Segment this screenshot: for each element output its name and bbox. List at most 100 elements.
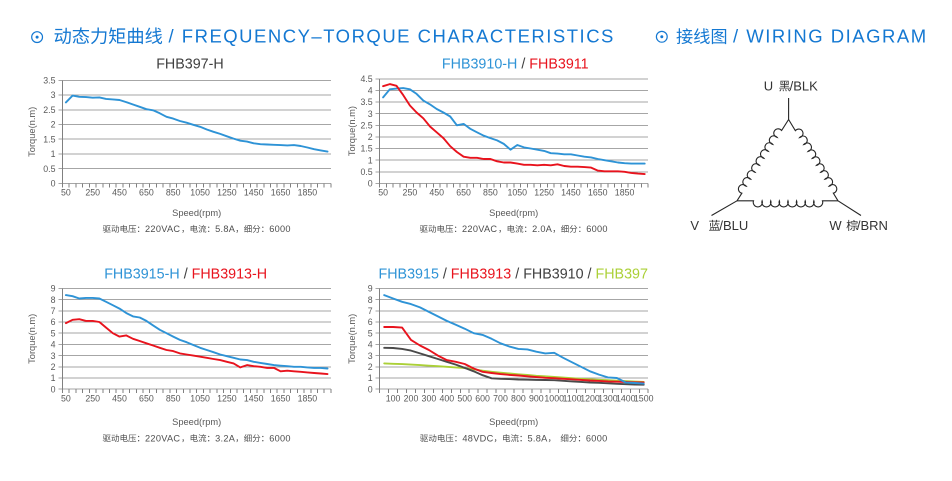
svg-text:220VAC: 220VAC xyxy=(462,224,497,234)
svg-text:800: 800 xyxy=(511,393,526,403)
svg-text:3.2A: 3.2A xyxy=(215,433,236,443)
svg-text:0.5: 0.5 xyxy=(360,167,372,177)
svg-text:1050: 1050 xyxy=(508,188,528,198)
svg-text:3: 3 xyxy=(51,351,56,361)
svg-text:700: 700 xyxy=(493,393,508,403)
svg-text:Torque(n.m): Torque(n.m) xyxy=(347,106,357,156)
svg-text:100: 100 xyxy=(386,393,401,403)
svg-text:FHB3915-H: FHB3915-H xyxy=(104,266,180,282)
svg-text:0.5: 0.5 xyxy=(43,164,55,174)
svg-text:850: 850 xyxy=(166,188,181,198)
svg-text:850: 850 xyxy=(483,188,498,198)
svg-text:2.5: 2.5 xyxy=(43,105,55,115)
svg-text:3: 3 xyxy=(368,109,373,119)
svg-text:V: V xyxy=(690,218,699,233)
svg-text:9: 9 xyxy=(368,284,373,294)
svg-text:8: 8 xyxy=(368,295,373,305)
svg-text:4: 4 xyxy=(368,86,373,96)
svg-text:Torque(n.m): Torque(n.m) xyxy=(347,314,357,364)
svg-text:/ FREQUENCY–TORQUE CHARACTERIS: / FREQUENCY–TORQUE CHARACTERISTICS xyxy=(169,26,615,47)
svg-text:1250: 1250 xyxy=(534,188,554,198)
svg-text:/: / xyxy=(521,57,525,73)
svg-text:250: 250 xyxy=(85,188,100,198)
svg-text:0: 0 xyxy=(368,179,373,189)
svg-text:1850: 1850 xyxy=(615,188,635,198)
svg-text:1000: 1000 xyxy=(544,393,564,403)
svg-text:220VAC: 220VAC xyxy=(145,224,180,234)
svg-text:1400: 1400 xyxy=(616,393,636,403)
svg-text:FHB3913: FHB3913 xyxy=(451,266,511,282)
svg-text:4: 4 xyxy=(368,340,373,350)
svg-text:Speed(rpm): Speed(rpm) xyxy=(172,417,221,427)
svg-text:1: 1 xyxy=(51,373,56,383)
svg-text:250: 250 xyxy=(403,188,418,198)
svg-text:6: 6 xyxy=(368,317,373,327)
svg-text:/BLU: /BLU xyxy=(719,218,748,233)
svg-text:3: 3 xyxy=(51,90,56,100)
svg-text:9: 9 xyxy=(51,284,56,294)
svg-text:7: 7 xyxy=(51,306,56,316)
svg-text:300: 300 xyxy=(422,393,437,403)
svg-text:Torque(n.m): Torque(n.m) xyxy=(27,314,37,364)
svg-text:1.5: 1.5 xyxy=(360,144,372,154)
svg-text:2: 2 xyxy=(51,362,56,372)
svg-text:2: 2 xyxy=(51,120,56,130)
svg-text:650: 650 xyxy=(139,393,154,403)
svg-text:/: / xyxy=(515,266,519,282)
svg-text:1850: 1850 xyxy=(298,393,318,403)
svg-text:1450: 1450 xyxy=(244,393,264,403)
svg-text:1650: 1650 xyxy=(271,393,291,403)
svg-text:1650: 1650 xyxy=(588,188,608,198)
svg-text:3.5: 3.5 xyxy=(360,97,372,107)
svg-text:7: 7 xyxy=(368,306,373,316)
svg-text:6000: 6000 xyxy=(586,224,608,234)
svg-text:50: 50 xyxy=(61,188,71,198)
svg-text:1250: 1250 xyxy=(217,188,237,198)
svg-text:/: / xyxy=(184,266,188,282)
svg-text:220VAC: 220VAC xyxy=(145,433,180,443)
svg-text:500: 500 xyxy=(457,393,472,403)
svg-text:/ WIRING DIAGRAM: / WIRING DIAGRAM xyxy=(733,26,928,47)
svg-text:5.8A: 5.8A xyxy=(215,224,236,234)
svg-text:/: / xyxy=(588,266,592,282)
svg-text:400: 400 xyxy=(439,393,454,403)
svg-text:W: W xyxy=(829,218,842,233)
svg-text:1: 1 xyxy=(51,149,56,159)
svg-text:U: U xyxy=(764,78,773,93)
svg-text:8: 8 xyxy=(51,295,56,305)
svg-text:1050: 1050 xyxy=(190,393,210,403)
svg-text:5: 5 xyxy=(368,328,373,338)
svg-text:2.5: 2.5 xyxy=(360,121,372,131)
svg-text:6000: 6000 xyxy=(269,224,291,234)
svg-text:FHB3915: FHB3915 xyxy=(379,266,439,282)
svg-text:Speed(rpm): Speed(rpm) xyxy=(489,208,538,218)
svg-text:450: 450 xyxy=(429,188,444,198)
svg-text:4: 4 xyxy=(51,340,56,350)
svg-text:Torque(n.m): Torque(n.m) xyxy=(27,107,37,157)
svg-text:6000: 6000 xyxy=(269,433,291,443)
svg-text:1200: 1200 xyxy=(580,393,600,403)
svg-text:5: 5 xyxy=(51,328,56,338)
svg-text:0: 0 xyxy=(368,384,373,394)
svg-text:Speed(rpm): Speed(rpm) xyxy=(172,208,221,218)
svg-text:48VDC: 48VDC xyxy=(462,433,493,443)
svg-text:FHB3913-H: FHB3913-H xyxy=(192,266,268,282)
svg-text:2: 2 xyxy=(368,362,373,372)
svg-text:1100: 1100 xyxy=(563,393,582,403)
svg-text:1450: 1450 xyxy=(244,188,264,198)
svg-text:50: 50 xyxy=(61,393,71,403)
svg-text:4.5: 4.5 xyxy=(360,74,372,84)
svg-text:6: 6 xyxy=(51,317,56,327)
svg-text:1250: 1250 xyxy=(217,393,237,403)
svg-text:850: 850 xyxy=(166,393,181,403)
svg-text:1450: 1450 xyxy=(561,188,581,198)
svg-text:1500: 1500 xyxy=(634,393,654,403)
svg-text:250: 250 xyxy=(85,393,100,403)
svg-text:3: 3 xyxy=(368,351,373,361)
svg-text:3.5: 3.5 xyxy=(43,76,55,86)
svg-text:FHB3910: FHB3910 xyxy=(523,266,583,282)
svg-text:FHB3910-H: FHB3910-H xyxy=(442,57,518,73)
svg-text:1650: 1650 xyxy=(271,188,291,198)
svg-text:1850: 1850 xyxy=(298,188,318,198)
svg-text:/BRN: /BRN xyxy=(857,218,888,233)
